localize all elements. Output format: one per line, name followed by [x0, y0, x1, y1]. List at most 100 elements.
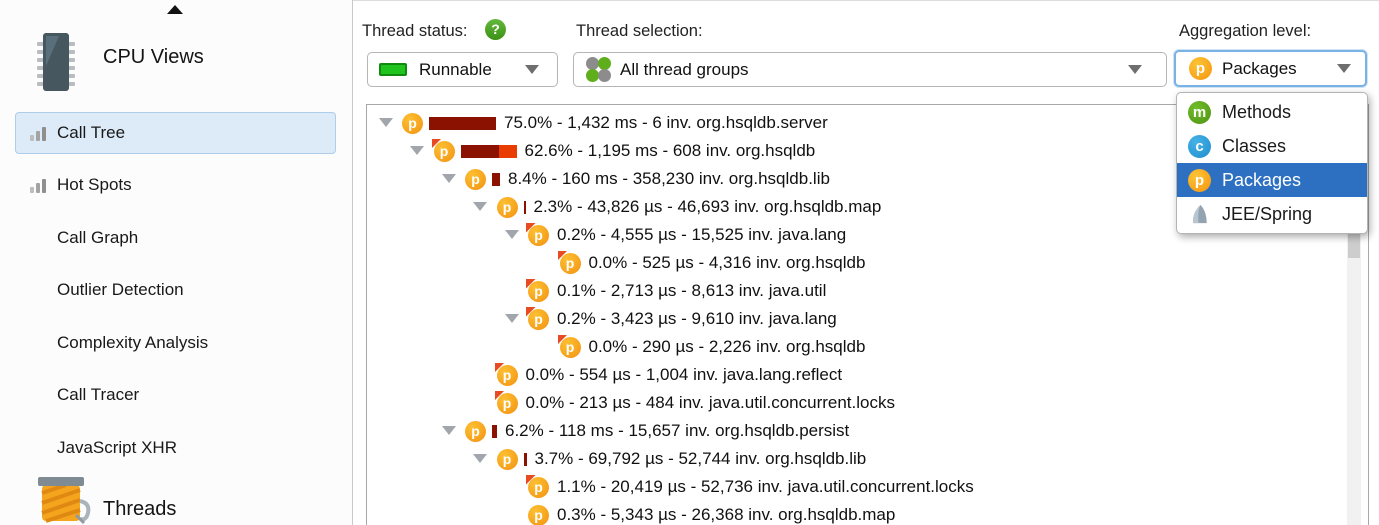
thread-status-value: Runnable — [419, 59, 492, 79]
runnable-status-swatch — [379, 63, 407, 76]
package-icon: p — [526, 278, 549, 302]
aggregation-menu-item-methods[interactable]: m Methods — [1177, 95, 1367, 129]
flag-overlay-icon — [494, 362, 505, 373]
aggregation-level-label: Aggregation level: — [1179, 22, 1312, 40]
call-tree-row[interactable]: p 0.2% - 4,555 µs - 15,525 inv. java.lan… — [367, 221, 1368, 249]
chevron-down-icon — [525, 65, 539, 74]
methods-icon: m — [1188, 100, 1211, 124]
time-bar — [460, 144, 517, 158]
call-tree-row[interactable]: p 2.3% - 43,826 µs - 46,693 inv. org.hsq… — [367, 193, 1368, 221]
sidebar-item-label: Complexity Analysis — [57, 333, 209, 352]
flag-overlay-icon — [557, 334, 568, 345]
call-tree-row[interactable]: p 75.0% - 1,432 ms - 6 inv. org.hsqldb.s… — [367, 109, 1368, 137]
call-tree-row[interactable]: p 0.2% - 3,423 µs - 9,610 inv. java.lang — [367, 305, 1368, 333]
call-tree-row-text: 0.1% - 2,713 µs - 8,613 inv. java.util — [557, 281, 827, 300]
call-tree-row[interactable]: p 62.6% - 1,195 ms - 608 inv. org.hsqldb — [367, 137, 1368, 165]
time-bar — [492, 424, 497, 438]
sidebar-item-call-tracer[interactable]: Call Tracer — [15, 374, 336, 416]
bar-chart-icon — [30, 178, 48, 193]
flag-overlay-icon — [526, 474, 536, 485]
thread-selection-value: All thread groups — [620, 59, 749, 79]
call-tree-row[interactable]: p 3.7% - 69,792 µs - 52,744 inv. org.hsq… — [367, 445, 1368, 473]
package-icon: p — [465, 420, 486, 442]
expand-arrow-icon[interactable] — [473, 202, 487, 211]
thread-spool-icon — [38, 477, 91, 525]
package-icon: p — [465, 168, 486, 190]
bar-chart-icon — [30, 126, 48, 141]
thread-selection-dropdown[interactable]: All thread groups — [573, 52, 1167, 87]
aggregation-level-dropdown[interactable]: p Packages — [1174, 50, 1367, 87]
package-icon: p — [494, 390, 518, 414]
package-icon: p — [526, 474, 549, 498]
cpu-chip-icon — [37, 33, 75, 91]
expand-arrow-icon[interactable] — [504, 314, 519, 323]
scroll-up-arrow-icon[interactable] — [167, 5, 183, 14]
call-tree-row[interactable]: p 8.4% - 160 ms - 358,230 inv. org.hsqld… — [367, 165, 1368, 193]
jee-spring-leaf-icon — [1188, 203, 1211, 226]
packages-icon: p — [1189, 57, 1212, 80]
expand-arrow-icon[interactable] — [378, 118, 393, 127]
sidebar-section-label: CPU Views — [103, 46, 204, 68]
call-tree-row[interactable]: p 0.0% - 525 µs - 4,316 inv. org.hsqldb — [367, 249, 1368, 277]
flag-overlay-icon — [526, 222, 536, 233]
packages-icon: p — [1188, 168, 1211, 192]
sidebar-item-label: Call Tree — [57, 123, 126, 142]
call-tree-rows: p 75.0% - 1,432 ms - 6 inv. org.hsqldb.s… — [367, 109, 1368, 525]
call-tree-row[interactable]: p 0.0% - 290 µs - 2,226 inv. org.hsqldb — [367, 333, 1368, 361]
package-icon: p — [494, 362, 518, 386]
expand-arrow-icon[interactable] — [504, 230, 519, 239]
package-icon: p — [526, 222, 549, 246]
sidebar-item-outlier-detection[interactable]: Outlier Detection — [15, 269, 336, 311]
call-tree-row[interactable]: p 0.0% - 213 µs - 484 inv. java.util.con… — [367, 389, 1368, 417]
call-tree-row-text: 75.0% - 1,432 ms - 6 inv. org.hsqldb.ser… — [504, 113, 828, 132]
call-tree-row-text: 0.2% - 4,555 µs - 15,525 inv. java.lang — [557, 225, 847, 244]
aggregation-menu-item-classes[interactable]: c Classes — [1177, 129, 1367, 163]
expand-arrow-icon[interactable] — [441, 426, 456, 435]
call-tree-row-text: 1.1% - 20,419 µs - 52,736 inv. java.util… — [557, 477, 974, 496]
call-tree-row[interactable]: p 0.1% - 2,713 µs - 8,613 inv. java.util — [367, 277, 1368, 305]
sidebar-item-hot-spots[interactable]: Hot Spots — [15, 164, 336, 206]
help-icon[interactable]: ? — [485, 19, 506, 40]
sidebar-item-label: Call Tracer — [57, 385, 140, 404]
aggregation-level-value: Packages — [1222, 58, 1297, 78]
call-tree-row-text: 62.6% - 1,195 ms - 608 inv. org.hsqldb — [524, 141, 816, 160]
aggregation-menu-item-label: Classes — [1222, 135, 1287, 156]
thread-status-label: Thread status: — [362, 22, 468, 40]
thread-status-dropdown[interactable]: Runnable — [367, 52, 558, 87]
sidebar-item-label: Outlier Detection — [57, 280, 184, 299]
package-icon: p — [557, 334, 581, 358]
expand-arrow-icon[interactable] — [473, 454, 487, 463]
sidebar-section-cpu-views[interactable]: CPU Views — [0, 28, 352, 94]
expand-arrow-icon[interactable] — [441, 174, 456, 183]
chevron-down-icon — [1128, 65, 1142, 74]
expand-arrow-icon[interactable] — [410, 146, 424, 155]
package-icon: p — [528, 504, 549, 525]
package-icon: p — [496, 448, 518, 470]
aggregation-menu-item-packages[interactable]: p Packages — [1177, 163, 1367, 197]
time-bar — [523, 200, 526, 214]
call-tree-row-text: 6.2% - 118 ms - 15,657 inv. org.hsqldb.p… — [505, 421, 850, 440]
aggregation-menu-item-label: Methods — [1222, 101, 1292, 122]
call-tree-row[interactable]: p 1.1% - 20,419 µs - 52,736 inv. java.ut… — [367, 473, 1368, 501]
aggregation-menu-item-label: Packages — [1222, 169, 1302, 190]
chevron-down-icon — [1337, 64, 1351, 73]
sidebar-item-label: Call Graph — [57, 228, 139, 247]
call-tree-row[interactable]: p 0.0% - 554 µs - 1,004 inv. java.lang.r… — [367, 361, 1368, 389]
flag-overlay-icon — [526, 278, 536, 289]
aggregation-menu-item-label: JEE/Spring — [1222, 203, 1313, 224]
sidebar-section-threads[interactable]: Threads — [0, 470, 352, 525]
call-tree-row[interactable]: p 0.3% - 5,343 µs - 26,368 inv. org.hsql… — [367, 501, 1368, 525]
sidebar-item-call-graph[interactable]: Call Graph — [15, 217, 336, 259]
call-tree-row-text: 0.0% - 525 µs - 4,316 inv. org.hsqldb — [588, 253, 866, 272]
package-icon: p — [431, 138, 455, 162]
call-tree-row-text: 0.2% - 3,423 µs - 9,610 inv. java.lang — [557, 309, 837, 328]
sidebar-item-javascript-xhr[interactable]: JavaScript XHR — [15, 427, 336, 469]
aggregation-level-menu: m Methods c Classes p Packages JEE/Sprin… — [1176, 92, 1368, 234]
package-icon: p — [526, 306, 549, 330]
call-tree-row[interactable]: p 6.2% - 118 ms - 15,657 inv. org.hsqldb… — [367, 417, 1368, 445]
sidebar-item-call-tree[interactable]: Call Tree — [15, 112, 336, 154]
package-icon: p — [557, 250, 581, 274]
aggregation-menu-item-jee-spring[interactable]: JEE/Spring — [1177, 197, 1367, 231]
call-tree-row-text: 0.0% - 213 µs - 484 inv. java.util.concu… — [525, 393, 895, 412]
sidebar-item-complexity-analysis[interactable]: Complexity Analysis — [15, 322, 336, 364]
